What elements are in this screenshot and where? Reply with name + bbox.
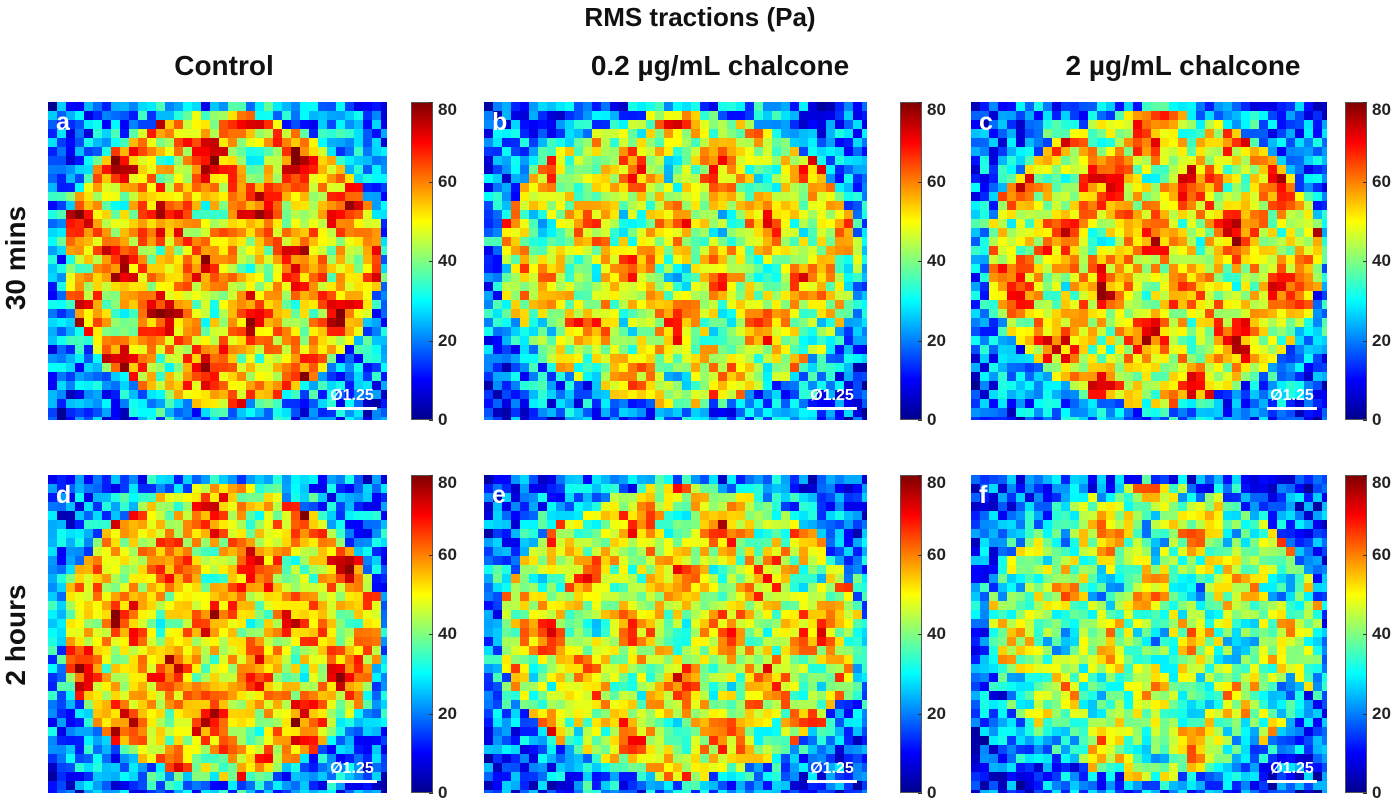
colorbar-tick-mark bbox=[918, 261, 922, 262]
traction-map-panel-b: b Ø1.25 bbox=[484, 102, 867, 420]
column-header-high-chalcone: 2 µg/mL chalcone bbox=[1065, 50, 1301, 81]
panel-letter-c: c bbox=[979, 108, 993, 136]
colorbar-tick-label: 40 bbox=[438, 624, 457, 643]
colorbar-tick-mark bbox=[429, 554, 433, 556]
traction-map-panel-f: f Ø1.25 bbox=[971, 475, 1327, 793]
colorbar-tick-mark bbox=[429, 634, 433, 635]
colorbar-tick-label: 0 bbox=[927, 410, 937, 429]
colorbar-tick-label: 80 bbox=[438, 473, 457, 492]
panel-letter-f: f bbox=[979, 481, 988, 509]
scale-bar-c: Ø1.25 bbox=[1267, 387, 1317, 410]
traction-map-panel-d: d Ø1.25 bbox=[48, 475, 387, 793]
colorbar-tick-mark bbox=[918, 554, 922, 556]
colorbar-tick-label: 80 bbox=[927, 100, 946, 119]
scale-bar-f: Ø1.25 bbox=[1267, 760, 1317, 783]
colorbar-tick-label: 20 bbox=[1372, 330, 1391, 350]
colorbar-tick-label: 40 bbox=[927, 624, 946, 643]
colorbar-tick-label: 60 bbox=[927, 171, 946, 191]
scale-bar-e: Ø1.25 bbox=[807, 760, 857, 783]
panel-letter-d: d bbox=[56, 481, 72, 509]
colorbar-tick-mark bbox=[1363, 554, 1367, 556]
colorbar-tick-mark bbox=[429, 793, 433, 794]
traction-heatmap-b bbox=[484, 102, 867, 420]
colorbar-tick-mark bbox=[1363, 261, 1367, 262]
colorbar-tick-mark bbox=[1363, 475, 1367, 476]
colorbar-tick-label: 20 bbox=[438, 330, 457, 350]
colorbar-tick-label: 40 bbox=[438, 251, 457, 270]
colorbar-tick-label: 60 bbox=[927, 544, 946, 564]
colorbar-tick-label: 20 bbox=[927, 330, 946, 350]
colorbar-tick-mark bbox=[918, 634, 922, 635]
traction-map-panel-e: e Ø1.25 bbox=[484, 475, 867, 793]
colorbar-tick-label: 40 bbox=[1372, 624, 1391, 643]
colorbar-tick-mark bbox=[1363, 420, 1367, 421]
colorbar-tick-mark bbox=[429, 713, 433, 715]
colorbar-tick-mark bbox=[1363, 713, 1367, 715]
colorbar-tick-mark bbox=[429, 181, 433, 183]
colorbar-tick-label: 40 bbox=[1372, 251, 1391, 270]
figure-title: RMS tractions (Pa) bbox=[584, 2, 816, 32]
panel-letter-a: a bbox=[56, 108, 70, 136]
colorbar-tick-label: 80 bbox=[438, 100, 457, 119]
traction-heatmap-a bbox=[48, 102, 387, 420]
colorbar-tick-mark bbox=[1363, 634, 1367, 635]
colorbar-tick-mark bbox=[918, 181, 922, 183]
colorbar-tick-mark bbox=[918, 713, 922, 715]
traction-heatmap-c bbox=[971, 102, 1327, 420]
traction-map-panel-c: c Ø1.25 bbox=[971, 102, 1327, 420]
colorbar-tick-mark bbox=[918, 475, 922, 476]
traction-heatmap-e bbox=[484, 475, 867, 793]
traction-heatmap-d bbox=[48, 475, 387, 793]
traction-heatmap-f bbox=[971, 475, 1327, 793]
colorbar-tick-mark bbox=[429, 261, 433, 262]
scale-bar-a: Ø1.25 bbox=[327, 387, 377, 410]
colorbar-tick-label: 0 bbox=[438, 783, 448, 802]
colorbar-tick-label: 60 bbox=[1372, 544, 1391, 564]
colorbar-tick-mark bbox=[918, 340, 922, 342]
colorbar-tick-label: 40 bbox=[927, 251, 946, 270]
colorbar-tick-mark bbox=[918, 420, 922, 421]
colorbar-tick-label: 60 bbox=[438, 171, 457, 191]
scale-bar-b: Ø1.25 bbox=[807, 387, 857, 410]
colorbar-tick-label: 0 bbox=[1372, 783, 1382, 802]
colorbar-tick-label: 20 bbox=[927, 703, 946, 723]
colorbar-tick-label: 20 bbox=[1372, 703, 1391, 723]
colorbar-tick-mark bbox=[429, 102, 433, 103]
colorbar-tick-label: 60 bbox=[1372, 171, 1391, 191]
panel-letter-b: b bbox=[492, 108, 508, 136]
colorbar-tick-mark bbox=[918, 793, 922, 794]
column-header-low-chalcone: 0.2 µg/mL chalcone bbox=[590, 50, 850, 81]
panel-letter-e: e bbox=[492, 481, 506, 509]
colorbar-tick-mark bbox=[1363, 181, 1367, 183]
colorbar-tick-label: 20 bbox=[438, 703, 457, 723]
colorbar-tick-mark bbox=[429, 475, 433, 476]
colorbar-tick-label: 0 bbox=[438, 410, 448, 429]
colorbar-tick-mark bbox=[1363, 793, 1367, 794]
colorbar-tick-mark bbox=[1363, 102, 1367, 103]
scale-bar-d: Ø1.25 bbox=[327, 760, 377, 783]
column-header-control: Control bbox=[174, 50, 274, 81]
colorbar-tick-label: 80 bbox=[1372, 473, 1391, 492]
traction-map-panel-a: a Ø1.25 bbox=[48, 102, 387, 420]
colorbar-tick-mark bbox=[1363, 340, 1367, 342]
colorbar-tick-mark bbox=[429, 420, 433, 421]
colorbar-tick-label: 80 bbox=[1372, 100, 1391, 119]
colorbar-tick-label: 0 bbox=[927, 783, 937, 802]
colorbar-tick-mark bbox=[429, 340, 433, 342]
colorbar-tick-mark bbox=[918, 102, 922, 103]
colorbar-tick-label: 80 bbox=[927, 473, 946, 492]
colorbar-tick-label: 0 bbox=[1372, 410, 1382, 429]
colorbar-tick-label: 60 bbox=[438, 544, 457, 564]
